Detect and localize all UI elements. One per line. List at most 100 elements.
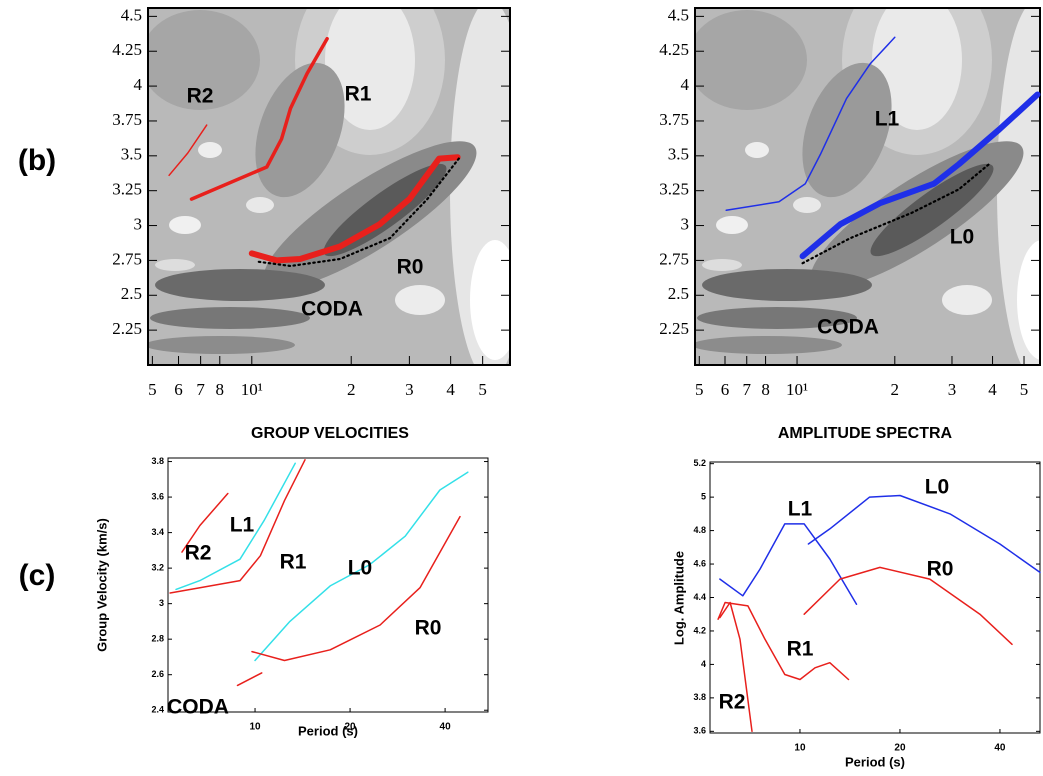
- curve-label: L0: [925, 476, 950, 499]
- curve-label: L0: [950, 226, 975, 249]
- curve-label: L1: [788, 498, 813, 521]
- curve-label: R1: [345, 83, 372, 106]
- x-tick-label: 2: [891, 380, 900, 399]
- y-tick-label: 5.2: [693, 458, 706, 468]
- y-tick-label: 3.25: [112, 180, 142, 199]
- x-tick-label: 40: [440, 722, 452, 733]
- y-tick-label: 4: [681, 75, 690, 94]
- x-tick-label: 2: [347, 380, 356, 399]
- curve-label: CODA: [167, 696, 229, 719]
- curve-label: CODA: [301, 298, 363, 321]
- y-tick-label: 4.25: [659, 40, 689, 59]
- series-line: [254, 471, 469, 662]
- chart-title: AMPLITUDE SPECTRA: [778, 425, 953, 442]
- y-tick-label: 3.4: [151, 527, 164, 537]
- y-tick-label: 3.5: [668, 145, 689, 164]
- curve-label: R2: [185, 542, 212, 565]
- series-line: [169, 459, 306, 594]
- x-tick-label: 5: [478, 380, 487, 399]
- y-tick-label: 2.5: [668, 284, 689, 303]
- x-tick-label: 3: [948, 380, 957, 399]
- y-tick-label: 4: [701, 659, 706, 669]
- spectrogram-background: [148, 8, 510, 365]
- x-tick-label: 3: [405, 380, 414, 399]
- x-tick-label: 10: [249, 722, 261, 733]
- series-line: [801, 163, 991, 265]
- y-tick-label: 3.75: [112, 110, 142, 129]
- y-tick-label: 2.6: [151, 669, 164, 679]
- curve-label: R2: [187, 85, 214, 108]
- x-tick-label: 8: [761, 380, 770, 399]
- y-tick-label: 4.5: [668, 5, 689, 24]
- series-line: [807, 494, 1041, 574]
- chart-title: GROUP VELOCITIES: [251, 425, 409, 442]
- series-line: [175, 462, 296, 591]
- x-tick-label: 20: [345, 722, 357, 733]
- series-line: [799, 91, 1041, 260]
- panel-label: (b): [18, 144, 56, 177]
- y-tick-label: 4: [134, 75, 143, 94]
- x-tick-label: 7: [196, 380, 205, 399]
- x-tick-label: 5: [695, 380, 704, 399]
- y-tick-label: 3.25: [659, 180, 689, 199]
- x-tick-label: 7: [742, 380, 751, 399]
- x-tick-label: 10¹: [241, 380, 263, 399]
- y-tick-label: 3.2: [151, 563, 164, 573]
- curve-label: L1: [230, 514, 255, 537]
- curve-label: L1: [875, 108, 900, 131]
- curve-label: R0: [397, 256, 424, 279]
- y-tick-label: 4.2: [693, 625, 706, 635]
- series-line: [725, 36, 896, 211]
- y-tick-label: 3: [681, 214, 690, 233]
- series-line: [251, 515, 461, 662]
- x-tick-label: 6: [721, 380, 730, 399]
- curve-label: CODA: [817, 316, 879, 339]
- series-line: [719, 601, 753, 733]
- curve-label: R2: [719, 691, 746, 714]
- plot-frame: [167, 457, 489, 713]
- x-axis-title: Period (s): [298, 723, 358, 738]
- y-tick-label: 2.4: [151, 705, 164, 715]
- x-tick-label: 5: [148, 380, 157, 399]
- y-tick-label: 2.75: [112, 249, 142, 268]
- y-tick-label: 2.25: [659, 319, 689, 338]
- curve-label: R1: [787, 638, 814, 661]
- y-tick-label: 4.4: [693, 592, 706, 602]
- plot-frame: [694, 7, 1041, 366]
- x-tick-label: 40: [994, 743, 1006, 754]
- series-line: [168, 124, 208, 177]
- curve-label: L0: [348, 557, 373, 580]
- x-tick-label: 20: [894, 743, 906, 754]
- curve-label: R1: [280, 551, 307, 574]
- x-tick-label: 10¹: [786, 380, 808, 399]
- y-tick-label: 3.5: [121, 145, 142, 164]
- y-tick-label: 5: [701, 492, 706, 502]
- curve-label: R0: [415, 617, 442, 640]
- y-tick-label: 4.6: [693, 558, 706, 568]
- y-tick-label: 4.25: [112, 40, 142, 59]
- y-tick-label: 2.8: [151, 634, 164, 644]
- panel-label: (c): [19, 559, 56, 592]
- y-tick-label: 3.6: [693, 726, 706, 736]
- series-line: [236, 672, 263, 687]
- series-line: [248, 154, 461, 264]
- y-tick-label: 2.5: [121, 284, 142, 303]
- series-line: [181, 492, 229, 553]
- plot-frame: [147, 7, 511, 366]
- y-axis-title: Log. Amplitude: [671, 551, 686, 645]
- plot-frame: [709, 461, 1041, 734]
- y-tick-label: 2.25: [112, 319, 142, 338]
- series-line: [719, 523, 858, 605]
- y-tick-label: 3.8: [693, 692, 706, 702]
- y-tick-label: 3.6: [151, 491, 164, 501]
- y-tick-label: 3: [159, 598, 164, 608]
- series-line: [189, 36, 329, 201]
- y-tick-label: 3.8: [151, 456, 164, 466]
- series-line: [803, 566, 1013, 646]
- y-tick-label: 4.8: [693, 525, 706, 535]
- y-axis-title: Group Velocity (km/s): [94, 518, 109, 652]
- series-line: [717, 601, 850, 681]
- y-tick-label: 3: [134, 214, 143, 233]
- curve-label: R0: [927, 558, 954, 581]
